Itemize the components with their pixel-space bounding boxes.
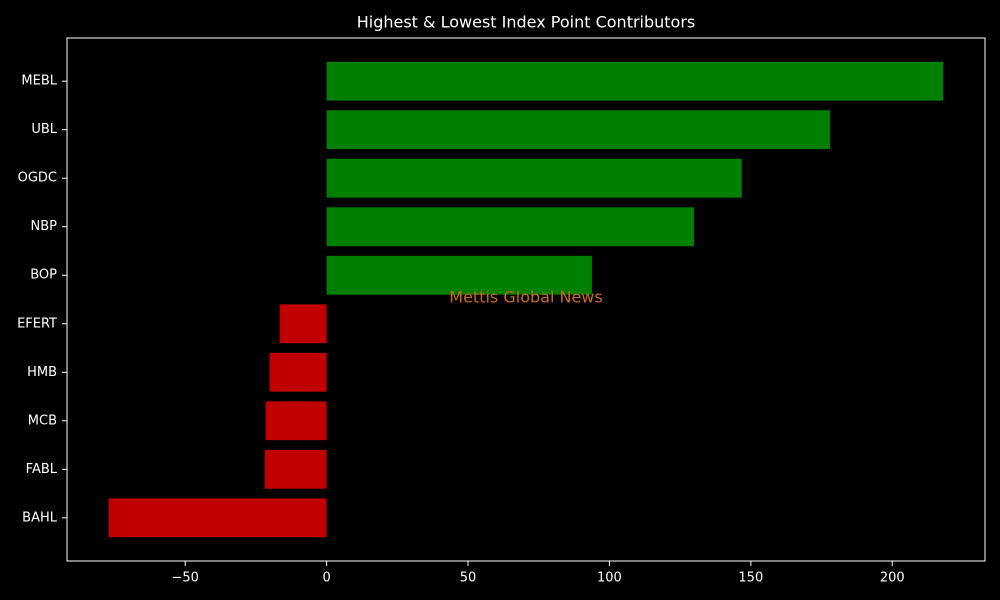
- bar: [264, 449, 327, 489]
- watermark: Mettis Global News: [449, 288, 602, 307]
- x-tick-label: 0: [322, 571, 330, 586]
- y-tick-label: MCB: [28, 413, 57, 428]
- y-tick-label: BOP: [30, 268, 57, 283]
- y-tick-label: BAHL: [22, 510, 58, 525]
- x-tick-label: 150: [738, 571, 763, 586]
- bar: [326, 255, 592, 295]
- bar: [326, 61, 944, 101]
- bar: [326, 207, 694, 247]
- bar: [279, 304, 327, 344]
- y-tick-label: HMB: [27, 365, 57, 380]
- x-tick-label: 200: [880, 571, 905, 586]
- y-tick-label: MEBL: [21, 74, 57, 89]
- x-tick-label: 50: [460, 571, 477, 586]
- bar: [265, 401, 327, 441]
- bar: [326, 110, 831, 150]
- y-tick-label: UBL: [31, 122, 57, 137]
- y-tick-label: NBP: [31, 219, 58, 234]
- bar: [108, 498, 327, 538]
- chart-title: Highest & Lowest Index Point Contributor…: [357, 13, 696, 32]
- y-tick-label: EFERT: [17, 316, 57, 331]
- axes-frame: [66, 37, 986, 562]
- bar: [326, 158, 742, 198]
- y-tick-label: FABL: [26, 462, 58, 477]
- y-tick-label: OGDC: [18, 171, 57, 186]
- x-tick-label: −50: [171, 571, 198, 586]
- bar: [269, 352, 327, 392]
- x-tick-label: 100: [597, 571, 622, 586]
